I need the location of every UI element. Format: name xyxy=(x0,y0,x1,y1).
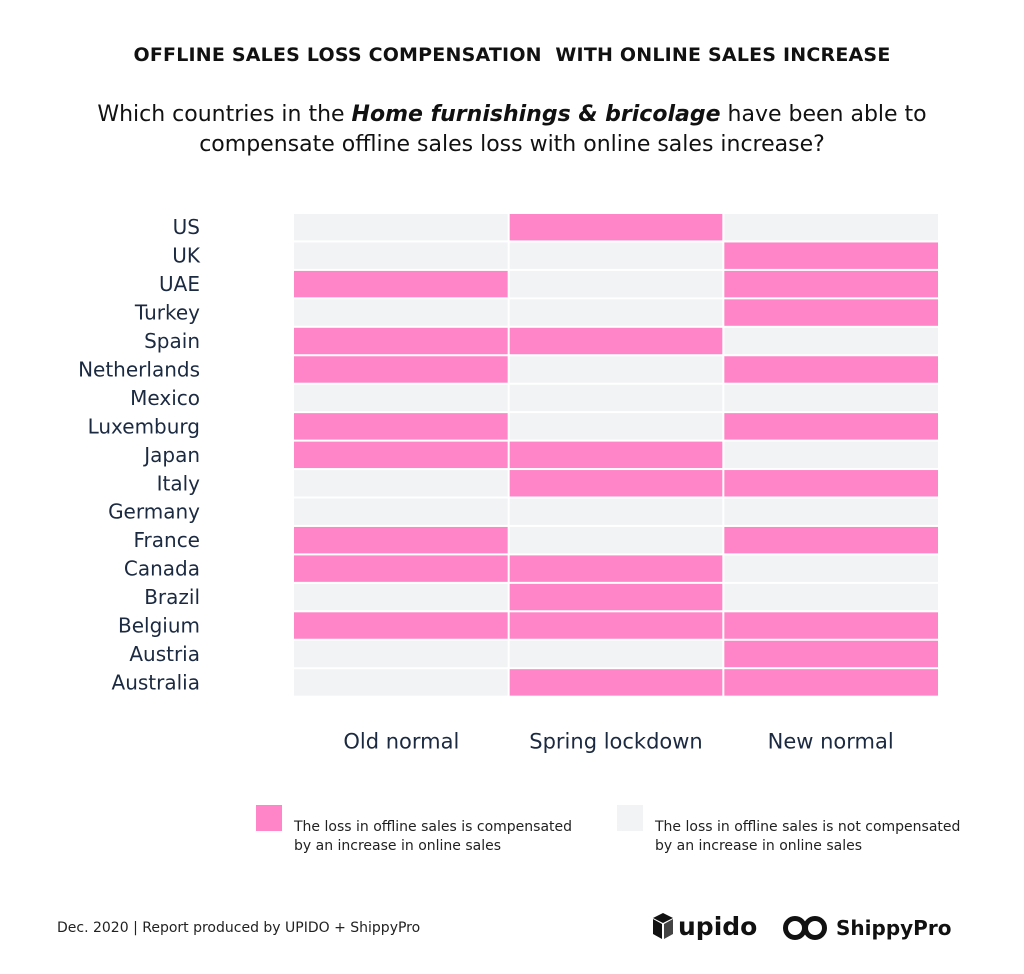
cell-canada-old-normal xyxy=(294,555,508,582)
cell-austria-new-normal xyxy=(724,640,938,668)
cell-italy-old-normal xyxy=(294,470,508,497)
column-label-new-normal: New normal xyxy=(768,730,894,754)
cell-us-new-normal xyxy=(724,214,938,241)
row-label-germany: Germany xyxy=(108,500,200,524)
cell-uk-new-normal xyxy=(724,242,938,269)
row-label-luxemburg: Luxemburg xyxy=(88,414,200,438)
cell-turkey-old-normal xyxy=(294,299,508,326)
row-label-austria: Austria xyxy=(129,642,200,666)
upido-logo: upido xyxy=(652,908,757,944)
cell-brazil-old-normal xyxy=(294,583,508,611)
cell-australia-new-normal xyxy=(724,669,938,696)
row-label-spain: Spain xyxy=(144,329,200,353)
cell-brazil-spring-lockdown xyxy=(509,583,723,611)
infinity-icon xyxy=(783,916,827,940)
cell-mexico-new-normal xyxy=(724,384,938,412)
row-label-uae: UAE xyxy=(159,272,200,296)
cell-luxemburg-old-normal xyxy=(294,413,508,440)
cube-icon xyxy=(653,913,673,939)
cell-germany-old-normal xyxy=(294,498,508,525)
cell-japan-new-normal xyxy=(724,441,938,469)
cell-turkey-spring-lockdown xyxy=(509,299,723,326)
cell-uk-old-normal xyxy=(294,242,508,269)
legend-not-compensated-line2: by an increase in online sales xyxy=(655,838,863,854)
cell-mexico-spring-lockdown xyxy=(509,384,723,412)
cell-austria-spring-lockdown xyxy=(509,640,723,668)
cell-australia-old-normal xyxy=(294,669,508,696)
row-label-italy: Italy xyxy=(157,471,201,495)
cell-mexico-old-normal xyxy=(294,384,508,412)
legend-label-not-compensated: The loss in offline sales is not compens… xyxy=(655,818,960,856)
subtitle-emphasis: Home furnishings & bricolage xyxy=(351,102,721,127)
row-label-brazil: Brazil xyxy=(144,585,200,609)
cell-spain-new-normal xyxy=(724,327,938,355)
row-label-netherlands: Netherlands xyxy=(78,357,200,381)
cell-belgium-old-normal xyxy=(294,612,508,639)
cell-uae-old-normal xyxy=(294,270,508,298)
cell-canada-new-normal xyxy=(724,555,938,582)
row-label-japan: Japan xyxy=(142,443,200,467)
legend-compensated-line2: by an increase in online sales xyxy=(294,838,502,854)
legend-label-compensated: The loss in offline sales is compensated… xyxy=(294,818,572,856)
cell-uk-spring-lockdown xyxy=(509,242,723,269)
cell-spain-old-normal xyxy=(294,327,508,355)
column-label-old-normal: Old normal xyxy=(343,730,459,754)
cell-us-old-normal xyxy=(294,214,508,241)
subtitle-after: have been able to compensate offline sal… xyxy=(199,102,927,157)
row-label-uk: UK xyxy=(172,244,201,268)
legend-compensated-line1: The loss in offline sales is compensated xyxy=(294,819,573,835)
row-label-us: US xyxy=(173,215,200,239)
shippypro-logo: ShippyPro xyxy=(782,910,951,946)
cell-us-spring-lockdown xyxy=(509,214,723,241)
row-label-australia: Australia xyxy=(112,670,200,694)
cell-france-old-normal xyxy=(294,526,508,554)
cell-netherlands-old-normal xyxy=(294,356,508,383)
cell-spain-spring-lockdown xyxy=(509,327,723,355)
cell-brazil-new-normal xyxy=(724,583,938,611)
shippypro-wordmark: ShippyPro xyxy=(836,916,952,940)
cell-japan-spring-lockdown xyxy=(509,441,723,469)
cell-germany-spring-lockdown xyxy=(509,498,723,525)
cell-australia-spring-lockdown xyxy=(509,669,723,696)
cell-uae-spring-lockdown xyxy=(509,270,723,298)
subtitle-before: Which countries in the xyxy=(97,102,352,127)
cell-belgium-new-normal xyxy=(724,612,938,639)
cell-italy-spring-lockdown xyxy=(509,470,723,497)
cell-netherlands-spring-lockdown xyxy=(509,356,723,383)
row-label-mexico: Mexico xyxy=(130,386,200,410)
cell-japan-old-normal xyxy=(294,441,508,469)
row-label-belgium: Belgium xyxy=(118,614,200,638)
chart-subtitle: Which countries in the Home furnishings … xyxy=(60,100,964,160)
cell-germany-new-normal xyxy=(724,498,938,525)
row-label-turkey: Turkey xyxy=(134,301,200,325)
cell-luxemburg-new-normal xyxy=(724,413,938,440)
legend-swatch-not-compensated xyxy=(617,805,643,831)
cell-belgium-spring-lockdown xyxy=(509,612,723,639)
heatmap-chart: US UK UAE Turkey Spain Netherlands Mexico Luxem… xyxy=(78,214,938,754)
upido-wordmark: upido xyxy=(678,911,758,941)
chart-title: OFFLINE SALES LOSS COMPENSATION WITH ONL… xyxy=(133,44,891,66)
cell-luxemburg-spring-lockdown xyxy=(509,413,723,440)
cell-austria-old-normal xyxy=(294,640,508,668)
legend-not-compensated-line1: The loss in offline sales is not compens… xyxy=(655,819,961,835)
column-label-spring-lockdown: Spring lockdown xyxy=(529,730,703,754)
row-label-france: France xyxy=(133,528,200,552)
cell-netherlands-new-normal xyxy=(724,356,938,383)
cell-canada-spring-lockdown xyxy=(509,555,723,582)
legend-swatch-compensated xyxy=(256,805,282,831)
cell-italy-new-normal xyxy=(724,470,938,497)
footer-credit: Dec. 2020 | Report produced by UPIDO + S… xyxy=(57,920,421,936)
cell-uae-new-normal xyxy=(724,270,938,298)
row-label-canada: Canada xyxy=(124,557,200,581)
cell-france-spring-lockdown xyxy=(509,526,723,554)
cell-france-new-normal xyxy=(724,526,938,554)
cell-turkey-new-normal xyxy=(724,299,938,326)
